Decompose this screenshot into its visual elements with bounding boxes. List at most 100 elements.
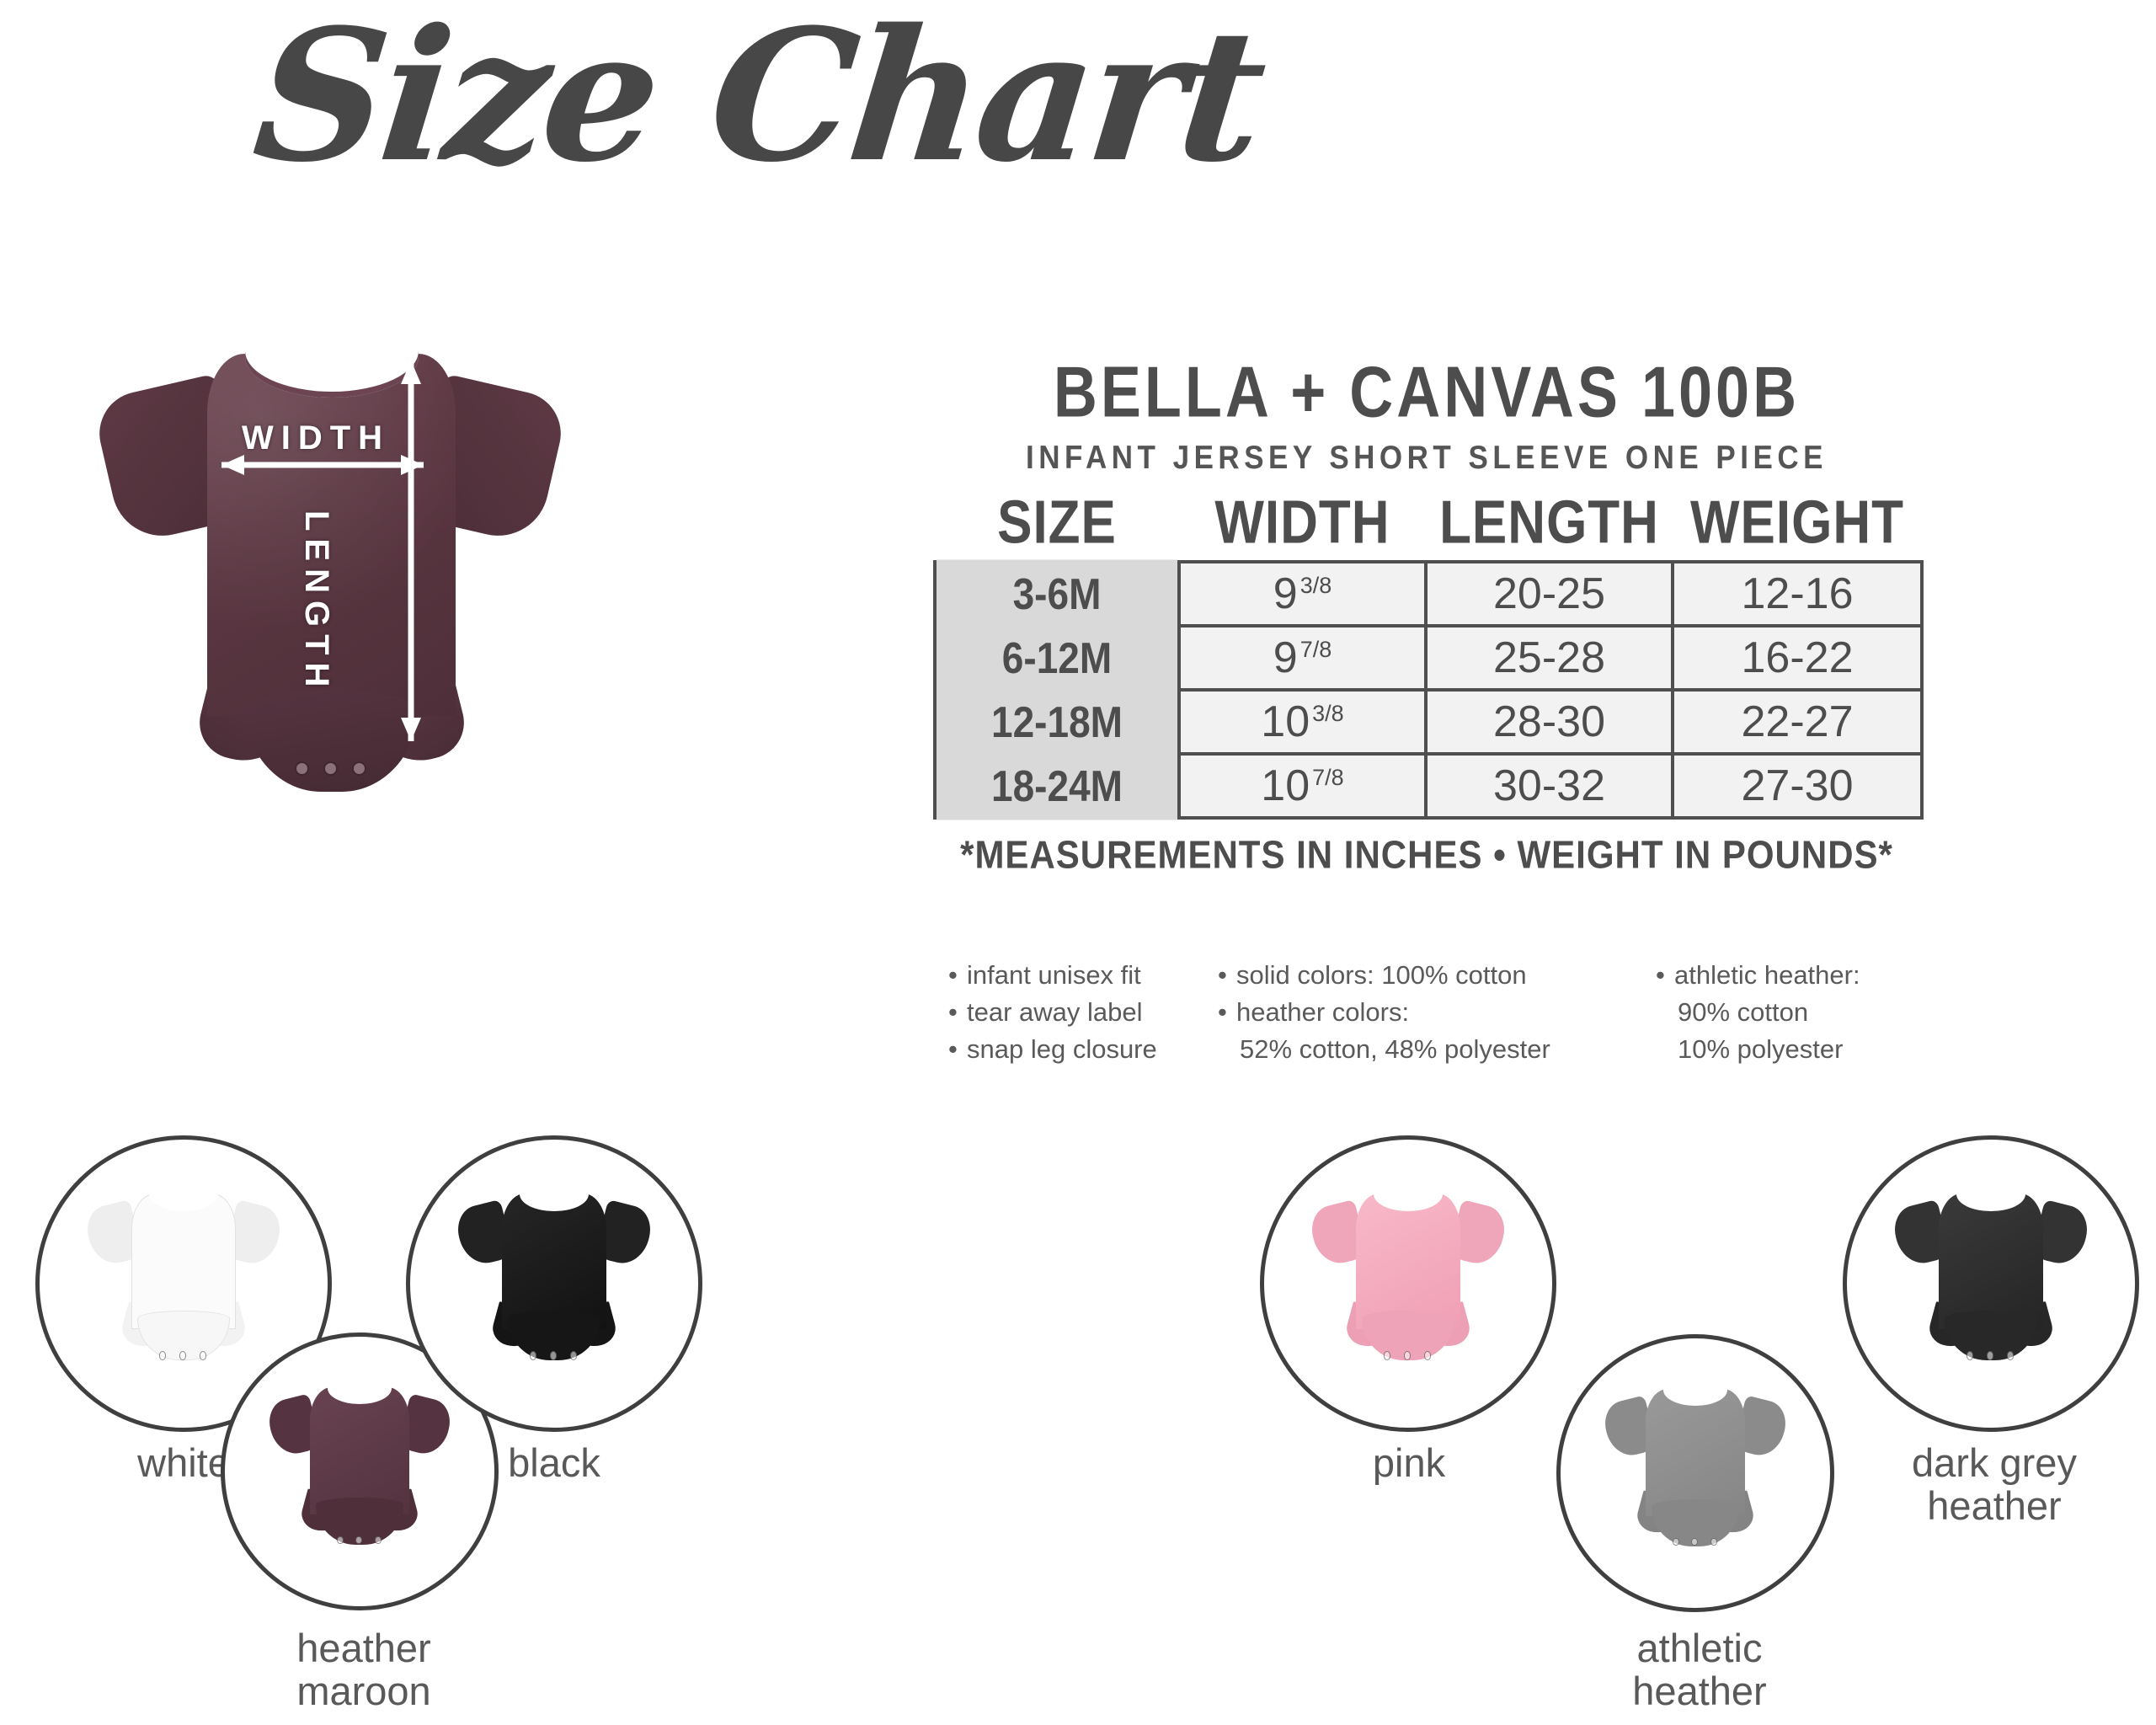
swatch-label-dark-grey-heather: dark grey heather xyxy=(1912,1440,2077,1528)
feature-text: 90% cotton xyxy=(1678,997,1809,1028)
cell-length: 28-30 xyxy=(1424,688,1674,756)
swatch-label-athletic-heather: athletic heather xyxy=(1632,1626,1767,1713)
brand-name: BELLA + CANVAS 100B xyxy=(1053,353,1801,433)
swatch-label-white: white xyxy=(137,1440,230,1485)
width-label: WIDTH xyxy=(241,419,391,457)
cell-size: 12-18M xyxy=(933,684,1181,760)
onesie-black xyxy=(452,1171,656,1397)
body xyxy=(1938,1193,2044,1329)
cell-weight: 16-22 xyxy=(1671,624,1924,692)
feature-column-2: • solid colors: 100% cotton • heather colo… xyxy=(1218,957,1656,1068)
feature-bullets: • infant unisex fit • tear away label • sna… xyxy=(948,957,1934,1068)
width-fraction: 3/8 xyxy=(1312,700,1344,726)
body xyxy=(1646,1389,1745,1517)
color-swatch-pink[interactable] xyxy=(1260,1135,1556,1432)
color-swatch-black[interactable] xyxy=(406,1135,702,1432)
snap-button xyxy=(295,761,309,776)
table-row: 6-12M 9 7/8 25-28 16-22 xyxy=(933,620,1924,696)
neckline xyxy=(1662,1386,1728,1407)
table-row: 3-6M 9 3/8 20-25 12-16 xyxy=(933,556,1924,632)
cell-length: 20-25 xyxy=(1424,560,1674,628)
feature-item: • snap leg closure xyxy=(948,1031,1218,1068)
snap-button xyxy=(1672,1537,1679,1546)
width-whole: 10 xyxy=(1261,761,1310,810)
snap-button xyxy=(2007,1351,2015,1360)
header-width: WIDTH xyxy=(1214,489,1390,557)
bullet-icon: • xyxy=(1218,997,1227,1028)
color-swatch-athletic-heather[interactable] xyxy=(1556,1334,1834,1612)
cell-weight: 27-30 xyxy=(1671,752,1924,820)
cell-length: 30-32 xyxy=(1424,752,1674,820)
width-whole: 9 xyxy=(1273,569,1298,618)
body xyxy=(310,1387,409,1515)
snap-button xyxy=(336,1535,344,1545)
bullet-icon: • xyxy=(948,1034,958,1065)
snap-button xyxy=(323,761,338,776)
feature-item: • solid colors: 100% cotton xyxy=(1218,957,1656,994)
onesie-dark-grey-heather xyxy=(1889,1171,2093,1397)
table-footnote: *MEASUREMENTS IN INCHES • WEIGHT IN POUN… xyxy=(960,832,1893,877)
snap-button xyxy=(1967,1351,1974,1360)
cell-width: 10 7/8 xyxy=(1177,752,1428,820)
page-title: Size Chart xyxy=(245,0,1271,202)
bullet-icon: • xyxy=(1656,960,1665,990)
onesie-pink xyxy=(1306,1171,1510,1397)
hero-body xyxy=(207,354,456,716)
feature-item: • infant unisex fit xyxy=(948,957,1218,994)
snap-button xyxy=(570,1351,578,1360)
feature-text: snap leg closure xyxy=(967,1034,1157,1065)
header-length: LENGTH xyxy=(1439,489,1659,557)
feature-column-1: • infant unisex fit • tear away label • sna… xyxy=(948,957,1218,1068)
feature-item: 90% cotton xyxy=(1656,994,1925,1031)
feature-text: infant unisex fit xyxy=(967,960,1141,990)
swatch-label-black: black xyxy=(508,1440,600,1485)
feature-text: 52% cotton, 48% polyester xyxy=(1240,1034,1550,1065)
snap-button xyxy=(355,1535,363,1545)
header-weight: WEIGHT xyxy=(1690,489,1904,557)
feature-text: tear away label xyxy=(967,997,1143,1028)
snap-button xyxy=(550,1351,558,1360)
feature-item: • heather colors: xyxy=(1218,994,1656,1031)
onesie-heather-maroon xyxy=(264,1366,456,1578)
onesie-athletic-heather xyxy=(1599,1368,1791,1580)
snap-button xyxy=(1710,1537,1717,1546)
length-label: LENGTH xyxy=(298,510,335,695)
feature-text: solid colors: 100% cotton xyxy=(1236,960,1527,990)
width-fraction: 3/8 xyxy=(1299,572,1332,598)
feature-item: 52% cotton, 48% polyester xyxy=(1218,1031,1656,1068)
feature-text: 10% polyester xyxy=(1678,1034,1844,1065)
feature-column-3: • athletic heather: 90% cotton 10% polyes… xyxy=(1656,957,1925,1068)
body xyxy=(501,1193,607,1329)
snap-button xyxy=(1384,1351,1391,1360)
cell-size: 18-24M xyxy=(933,748,1181,824)
snap-button xyxy=(1424,1351,1432,1360)
width-fraction: 7/8 xyxy=(1312,764,1344,790)
width-whole: 9 xyxy=(1273,633,1298,682)
cell-width: 9 3/8 xyxy=(1177,560,1428,628)
neckline xyxy=(327,1385,392,1405)
color-swatch-heather-maroon[interactable] xyxy=(221,1332,499,1610)
brand-subtitle: INFANT JERSEY SHORT SLEEVE ONE PIECE xyxy=(1026,440,1828,476)
swatch-label-heather-maroon: heather maroon xyxy=(296,1626,431,1713)
bullet-icon: • xyxy=(948,997,958,1028)
feature-item: • athletic heather: xyxy=(1656,957,1925,994)
cell-weight: 22-27 xyxy=(1671,688,1924,756)
bullet-icon: • xyxy=(1218,960,1227,990)
bullet-icon: • xyxy=(948,960,958,990)
cell-size: 6-12M xyxy=(933,620,1181,696)
feature-text: heather colors: xyxy=(1236,997,1410,1028)
body xyxy=(1355,1193,1461,1329)
spec-block: BELLA + CANVAS 100B INFANT JERSEY SHORT … xyxy=(933,352,1924,877)
feature-item: • tear away label xyxy=(948,994,1218,1031)
snap-button xyxy=(1404,1351,1412,1360)
table-row: 18-24M 10 7/8 30-32 27-30 xyxy=(933,748,1924,824)
measurement-arrows xyxy=(221,360,424,741)
snap-button xyxy=(352,761,366,776)
color-swatch-dark-grey-heather[interactable] xyxy=(1843,1135,2139,1432)
size-table: SIZE WIDTH LENGTH WEIGHT 3-6M 9 3/8 20-25… xyxy=(933,489,1924,824)
body xyxy=(131,1193,237,1329)
width-fraction: 7/8 xyxy=(1299,636,1332,662)
table-row: 12-18M 10 3/8 28-30 22-27 xyxy=(933,684,1924,760)
cell-weight: 12-16 xyxy=(1671,560,1924,628)
